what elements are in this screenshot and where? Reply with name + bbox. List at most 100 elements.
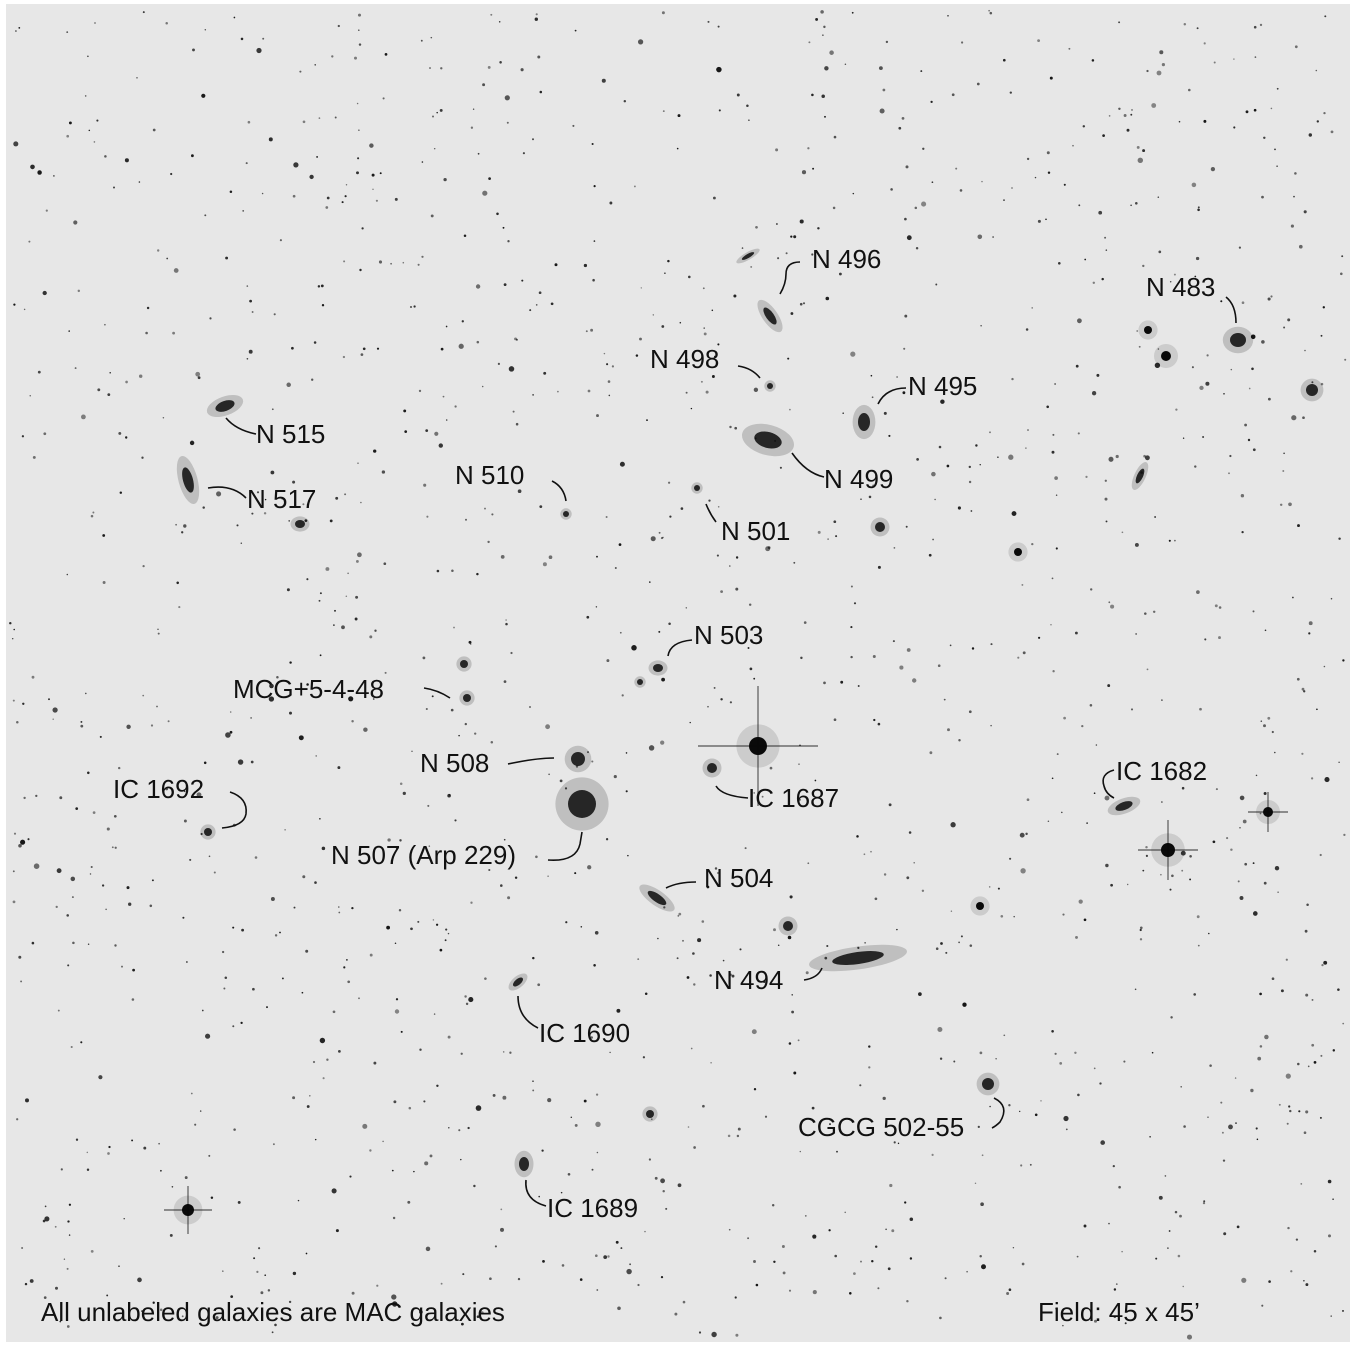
field-star [395, 847, 398, 850]
field-star [209, 317, 212, 320]
field-star [106, 827, 110, 831]
field-star [14, 30, 17, 32]
field-star [55, 905, 58, 909]
field-star [240, 1021, 243, 1025]
field-star [9, 621, 12, 625]
field-star [379, 172, 382, 175]
field-star [357, 552, 362, 558]
field-star [1072, 144, 1074, 147]
field-star [232, 926, 235, 929]
field-star [769, 766, 773, 770]
field-star [785, 252, 788, 255]
field-star [702, 287, 705, 290]
field-star [906, 648, 911, 652]
field-star [853, 1272, 856, 1275]
field-star [80, 724, 84, 728]
field-star [213, 871, 216, 874]
field-star [419, 1048, 422, 1051]
field-star [988, 9, 990, 12]
field-star [438, 443, 443, 448]
field-star [299, 70, 302, 73]
field-star [1059, 1062, 1063, 1065]
field-star [201, 93, 206, 98]
field-star [341, 625, 345, 630]
field-star [968, 710, 972, 714]
field-star [596, 1289, 599, 1291]
field-star [832, 206, 836, 210]
field-star [1115, 454, 1119, 459]
field-star [660, 537, 664, 540]
field-star [979, 464, 981, 466]
field-star [345, 184, 348, 186]
field-star [482, 83, 486, 87]
field-star [904, 314, 908, 318]
field-star [979, 1255, 982, 1258]
field-star [1292, 596, 1294, 599]
field-star [1286, 1122, 1289, 1125]
field-star [711, 309, 714, 312]
field-star [1130, 113, 1133, 116]
field-star [458, 343, 464, 349]
field-star [358, 43, 362, 46]
field-star [1029, 1163, 1032, 1166]
field-star [850, 351, 856, 357]
field-star [497, 362, 501, 366]
field-star [403, 409, 407, 413]
field-star [66, 1267, 69, 1270]
field-star [1183, 1125, 1186, 1128]
field-star [1167, 1247, 1169, 1249]
field-star [390, 262, 392, 265]
field-star [329, 519, 333, 523]
field-star [262, 37, 265, 40]
field-star [343, 966, 346, 969]
field-star [136, 77, 138, 79]
field-star [1093, 792, 1096, 795]
field-star [1108, 601, 1111, 604]
field-star [1239, 896, 1244, 900]
field-star [429, 1154, 433, 1158]
field-star [1344, 358, 1347, 361]
field-star [399, 839, 402, 842]
field-star [11, 637, 14, 640]
field-star [929, 751, 933, 755]
field-star [931, 1153, 934, 1156]
field-star [351, 720, 354, 723]
field-star [626, 1268, 632, 1275]
field-star [124, 158, 129, 163]
field-star [606, 659, 610, 663]
field-star [44, 1205, 47, 1208]
field-star [877, 1287, 880, 1290]
field-star [775, 148, 779, 152]
field-star [753, 792, 755, 794]
field-star [70, 876, 76, 882]
field-star [343, 260, 346, 263]
field-star [126, 724, 131, 730]
field-star [870, 850, 872, 853]
field-star [997, 887, 1000, 890]
field-star [976, 82, 980, 86]
bright-star [1014, 548, 1022, 556]
field-star [735, 1333, 739, 1337]
field-star [505, 622, 508, 626]
field-star [1305, 993, 1309, 997]
field-star [889, 1183, 893, 1188]
field-star [55, 1286, 58, 1290]
field-star [616, 1008, 621, 1013]
field-star [1046, 151, 1050, 155]
field-star [70, 1045, 73, 1049]
field-star [1091, 59, 1095, 62]
field-star [1081, 724, 1084, 728]
field-star [567, 1172, 571, 1176]
field-star [378, 260, 383, 264]
field-star [420, 39, 423, 42]
field-star [1278, 1103, 1281, 1106]
field-star [872, 655, 876, 658]
field-star [292, 1096, 296, 1100]
field-star [465, 1002, 469, 1006]
field-star [43, 1296, 47, 1299]
field-star [646, 419, 648, 422]
field-star [661, 325, 665, 328]
field-star [363, 727, 368, 732]
label-n510: N 510 [455, 460, 525, 490]
field-star [922, 147, 925, 150]
